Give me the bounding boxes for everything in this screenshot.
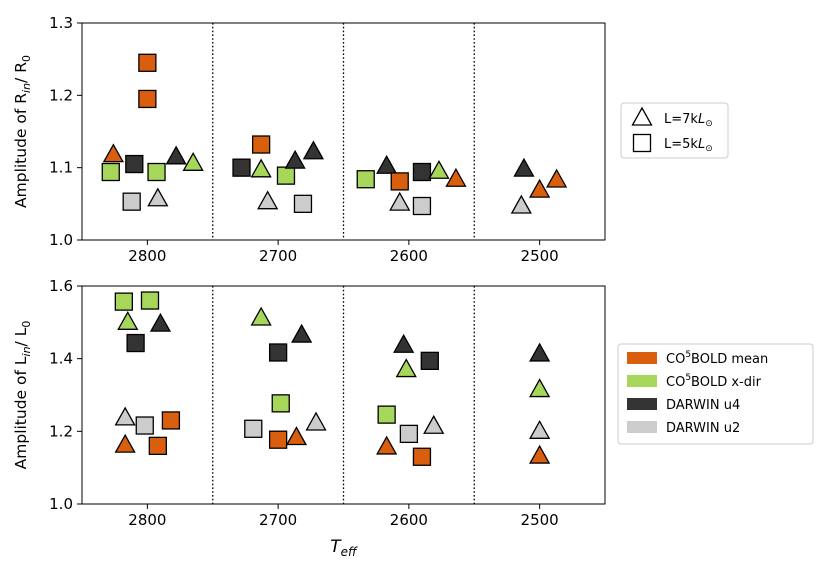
- data-point-darwin_u2: [389, 191, 411, 211]
- x-tick-label: 2800: [128, 247, 166, 265]
- data-point-darwin_u2: [412, 196, 432, 216]
- data-point-darwin_u2: [257, 190, 279, 210]
- data-point-co5bold_xdir: [117, 311, 139, 330]
- data-point-co5bold_xdir: [395, 358, 417, 378]
- y-tick-label: 1.2: [49, 86, 73, 104]
- legend-swatch-darwin_u2: [627, 421, 657, 433]
- data-point-co5bold_xdir: [428, 159, 450, 179]
- data-point-co5bold_xdir: [182, 151, 204, 171]
- data-point-darwin_u2: [244, 419, 263, 438]
- data-point-darwin_u4: [529, 342, 551, 362]
- data-point-darwin_u4: [376, 154, 398, 174]
- data-point-co5bold_xdir: [271, 394, 290, 413]
- x-tick-label: 2600: [390, 247, 428, 265]
- legend-square-label: L=5kL⊙: [664, 137, 713, 154]
- data-point-co5bold_mean: [102, 143, 124, 163]
- plot-frame: [81, 22, 606, 241]
- data-point-darwin_u4: [284, 149, 306, 169]
- data-point-darwin_u4: [513, 157, 535, 177]
- data-point-co5bold_xdir: [147, 162, 166, 182]
- data-point-co5bold_mean: [376, 435, 398, 455]
- data-point-darwin_u2: [147, 187, 169, 207]
- data-point-darwin_u4: [125, 154, 144, 174]
- data-point-co5bold_mean: [529, 178, 551, 198]
- data-point-darwin_u2: [122, 192, 141, 211]
- y-tick-label: 1.4: [49, 350, 73, 368]
- x-tick-label: 2500: [521, 247, 559, 265]
- legend-swatch-darwin_u4: [627, 398, 657, 410]
- data-point-co5bold_mean: [546, 168, 568, 188]
- data-point-darwin_u4: [420, 351, 439, 370]
- data-point-co5bold_xdir: [356, 170, 375, 189]
- data-point-co5bold_mean: [114, 433, 136, 453]
- data-point-co5bold_xdir: [276, 166, 296, 185]
- data-point-darwin_u2: [293, 194, 313, 213]
- legend-triangle-label: L=7kL⊙: [664, 112, 713, 129]
- data-point-co5bold_mean: [251, 135, 271, 154]
- data-point-darwin_u4: [412, 162, 432, 182]
- legend-label-co5bold_mean: CO5BOLD mean: [666, 350, 768, 367]
- legend-series-colors: CO5BOLD mean CO5BOLD x-dir DARWIN u4 DARWIN…: [617, 343, 814, 445]
- data-point-co5bold_mean: [148, 436, 167, 456]
- x-tick-label: 2800: [128, 511, 166, 529]
- data-point-darwin_u4: [268, 343, 288, 362]
- y-tick-label: 1.2: [49, 422, 73, 440]
- data-point-co5bold_mean: [285, 426, 308, 446]
- data-point-co5bold_xdir: [529, 378, 551, 398]
- data-point-co5bold_mean: [161, 411, 181, 430]
- legend-box: [617, 343, 814, 445]
- data-point-darwin_u2: [423, 414, 445, 434]
- x-tick-label: 2500: [521, 511, 559, 529]
- data-point-darwin_u4: [291, 323, 313, 343]
- legend-swatch-co5bold_xdir: [627, 375, 657, 387]
- top-panel-rin-amplitude: 2800 2700 2600 2500 1.0 1.1 1.2 1.3 Amplitude of…: [12, 14, 606, 265]
- legend-square-marker: [632, 133, 652, 153]
- data-point-co5bold_xdir: [250, 158, 272, 178]
- data-point-co5bold_xdir: [377, 405, 396, 424]
- y-axis-label: Amplitude of Rin/ R0: [12, 55, 33, 208]
- data-point-co5bold_xdir: [101, 162, 120, 182]
- data-point-co5bold_xdir: [114, 292, 133, 311]
- data-point-co5bold_mean: [138, 53, 157, 72]
- x-tick-label: 2600: [390, 511, 428, 529]
- data-point-co5bold_mean: [268, 430, 288, 449]
- data-point-co5bold_mean: [390, 172, 409, 191]
- x-axis-label: Teff: [330, 537, 358, 559]
- legend-label-co5bold_xdir: CO5BOLD x-dir: [666, 373, 762, 390]
- legend-triangle-marker: [631, 106, 653, 126]
- x-tick-label: 2700: [259, 247, 297, 265]
- y-tick-label: 1.0: [49, 231, 73, 249]
- data-point-co5bold_mean: [138, 89, 157, 109]
- y-tick-label: 1.6: [49, 277, 73, 295]
- data-point-co5bold_xdir: [250, 306, 272, 326]
- y-tick-label: 1.3: [49, 14, 73, 32]
- data-point-darwin_u2: [135, 416, 154, 435]
- data-point-darwin_u2: [529, 420, 551, 439]
- legend-swatch-co5bold_mean: [627, 352, 657, 364]
- data-point-darwin_u2: [399, 424, 419, 444]
- y-axis-label: Amplitude of Lin/ L0: [12, 321, 33, 470]
- data-point-darwin_u4: [232, 158, 251, 177]
- data-point-darwin_u4: [126, 333, 145, 353]
- legend-label-darwin_u2: DARWIN u2: [666, 421, 740, 436]
- plot-frame: [81, 285, 606, 505]
- data-point-darwin_u4: [393, 333, 415, 353]
- data-point-darwin_u4: [165, 145, 187, 165]
- legend-label-darwin_u4: DARWIN u4: [666, 398, 740, 413]
- legend-marker-shapes: L=7kL⊙ L=5kL⊙: [620, 102, 729, 159]
- bottom-panel-lin-amplitude: 2800 2700 2600 2500 1.0 1.2 1.4 1.6 Amplitude of…: [12, 277, 606, 559]
- data-point-co5bold_mean: [445, 167, 467, 187]
- data-point-darwin_u2: [510, 194, 532, 214]
- data-point-co5bold_mean: [412, 447, 432, 466]
- y-tick-label: 1.0: [49, 495, 73, 513]
- data-point-co5bold_mean: [529, 444, 551, 464]
- y-tick-label: 1.1: [49, 159, 73, 177]
- data-point-darwin_u4: [149, 312, 172, 332]
- data-point-darwin_u4: [302, 140, 325, 160]
- data-point-co5bold_xdir: [140, 291, 160, 310]
- x-tick-label: 2700: [259, 511, 297, 529]
- data-point-darwin_u2: [305, 411, 327, 431]
- data-point-darwin_u2: [114, 406, 136, 426]
